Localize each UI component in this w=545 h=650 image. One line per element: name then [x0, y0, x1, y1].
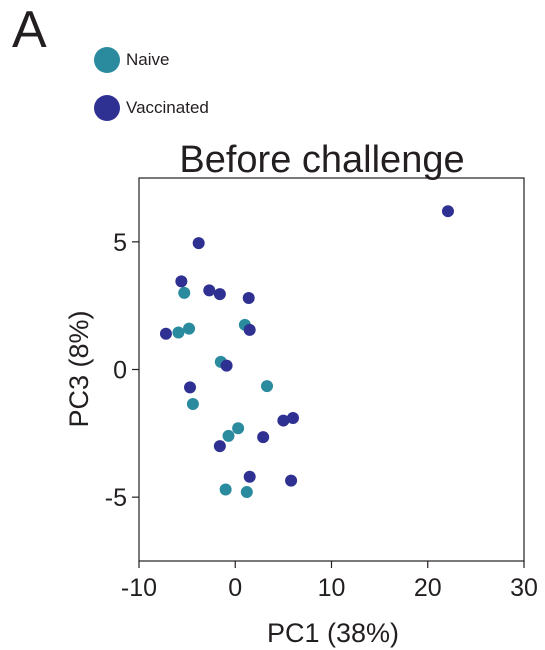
- data-point-naive: [172, 326, 185, 339]
- y-axis-label: PC3 (8%): [64, 310, 94, 427]
- data-point-vaccinated: [243, 323, 256, 336]
- data-point-vaccinated: [184, 381, 197, 394]
- y-tick-label: 5: [113, 229, 127, 257]
- data-point-naive: [186, 397, 199, 410]
- x-tick-label: -10: [121, 574, 157, 602]
- x-tick-label: 0: [228, 574, 242, 602]
- data-point-vaccinated: [257, 431, 270, 444]
- data-point-vaccinated: [220, 359, 233, 372]
- panel-label: A: [12, 1, 47, 59]
- legend-label-naive: Naive: [126, 50, 170, 69]
- chart-title: Before challenge: [179, 139, 464, 181]
- data-point-vaccinated: [243, 470, 256, 483]
- data-point-vaccinated: [203, 284, 216, 297]
- data-point-vaccinated: [213, 288, 226, 301]
- x-tick-label: 10: [318, 574, 346, 602]
- data-point-naive: [232, 422, 245, 435]
- plot-frame: [138, 177, 525, 562]
- data-point-naive: [183, 322, 196, 335]
- data-point-vaccinated: [285, 474, 298, 487]
- data-point-vaccinated: [287, 412, 299, 425]
- legend-marker-naive: [94, 47, 120, 73]
- y-tick-label: 0: [113, 357, 127, 385]
- data-point-vaccinated: [441, 205, 454, 218]
- x-tick-label: 20: [414, 574, 442, 602]
- data-point-naive: [219, 483, 232, 496]
- data-point-vaccinated: [192, 237, 205, 250]
- legend-marker-vaccinated: [94, 95, 120, 121]
- data-point-vaccinated: [175, 275, 188, 288]
- y-tick-label: -5: [105, 484, 127, 512]
- legend-item-naive: Naive: [94, 47, 169, 73]
- data-point-vaccinated: [242, 292, 255, 305]
- data-point-naive: [222, 429, 235, 442]
- legend-item-vaccinated: Vaccinated: [94, 95, 209, 121]
- data-point-vaccinated: [159, 327, 172, 340]
- legend-label-vaccinated: Vaccinated: [126, 98, 209, 117]
- data-point-vaccinated: [277, 414, 290, 427]
- x-tick-label: 30: [510, 574, 538, 602]
- x-axis-label: PC1 (38%): [267, 618, 399, 648]
- data-point-vaccinated: [213, 440, 226, 453]
- data-point-naive: [178, 286, 191, 299]
- data-point-naive: [240, 486, 253, 499]
- data-point-naive: [261, 380, 274, 393]
